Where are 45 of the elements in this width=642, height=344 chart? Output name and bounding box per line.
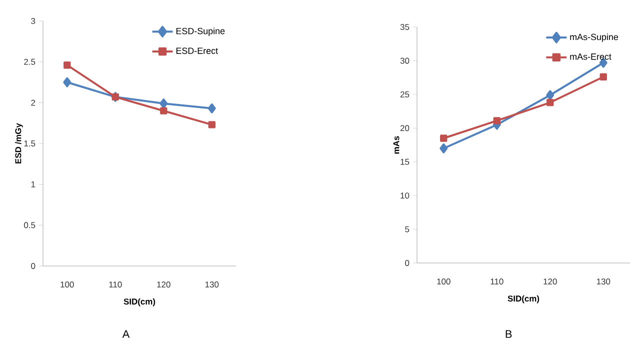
legend-label: mAs-Supine: [570, 34, 618, 42]
x-tick-label: 110: [490, 278, 504, 285]
y-axis-title: ESD /mGy: [14, 123, 23, 164]
point: [64, 62, 71, 69]
y-tick-label: 30: [400, 58, 410, 64]
point: [208, 103, 216, 114]
text: A: [122, 330, 130, 338]
legend-label: ESD-Supine: [176, 28, 225, 36]
x-tick-label: 130: [205, 282, 219, 288]
point: [546, 98, 554, 106]
y-tick-label: 0: [405, 260, 410, 266]
point: [160, 107, 168, 114]
y-tick-label: 15: [400, 158, 410, 165]
y-tick-label: 2: [31, 100, 36, 106]
y-tick-label: 20: [400, 125, 410, 132]
y-tick-label: 10: [400, 192, 410, 199]
x-tick-label: 110: [109, 282, 122, 288]
point: [440, 134, 448, 142]
point: [208, 121, 216, 128]
legend-label: ESD-Erect: [176, 48, 218, 54]
y-tick-label: 0: [31, 263, 36, 269]
y-tick-label: 35: [400, 24, 410, 30]
y-axis-title: mAs: [393, 136, 400, 154]
x-tick-label: 120: [544, 278, 557, 285]
point: [63, 77, 72, 88]
point: [546, 90, 554, 100]
y-tick-label: 1.5: [24, 140, 36, 146]
y-tick-label: 0.5: [24, 222, 36, 228]
point: [493, 117, 500, 124]
x-tick-label: 100: [60, 282, 74, 288]
x-axis-title: SID(cm): [508, 295, 540, 304]
y-tick-label: 25: [400, 91, 410, 98]
text: B: [506, 330, 512, 338]
y-tick-label: 5: [405, 226, 410, 232]
y-tick-label: 1: [31, 181, 36, 188]
point: [600, 73, 607, 80]
point: [160, 98, 168, 108]
point: [440, 143, 448, 154]
x-axis-title: SID(cm): [124, 298, 156, 306]
y-tick-label: 3: [31, 18, 36, 24]
legend-label: mAs-Erect: [570, 54, 612, 60]
x-tick-label: 100: [437, 278, 450, 285]
x-tick-label: 130: [596, 278, 610, 285]
y-tick-label: 2.5: [24, 58, 36, 65]
x-tick-label: 120: [157, 282, 170, 288]
